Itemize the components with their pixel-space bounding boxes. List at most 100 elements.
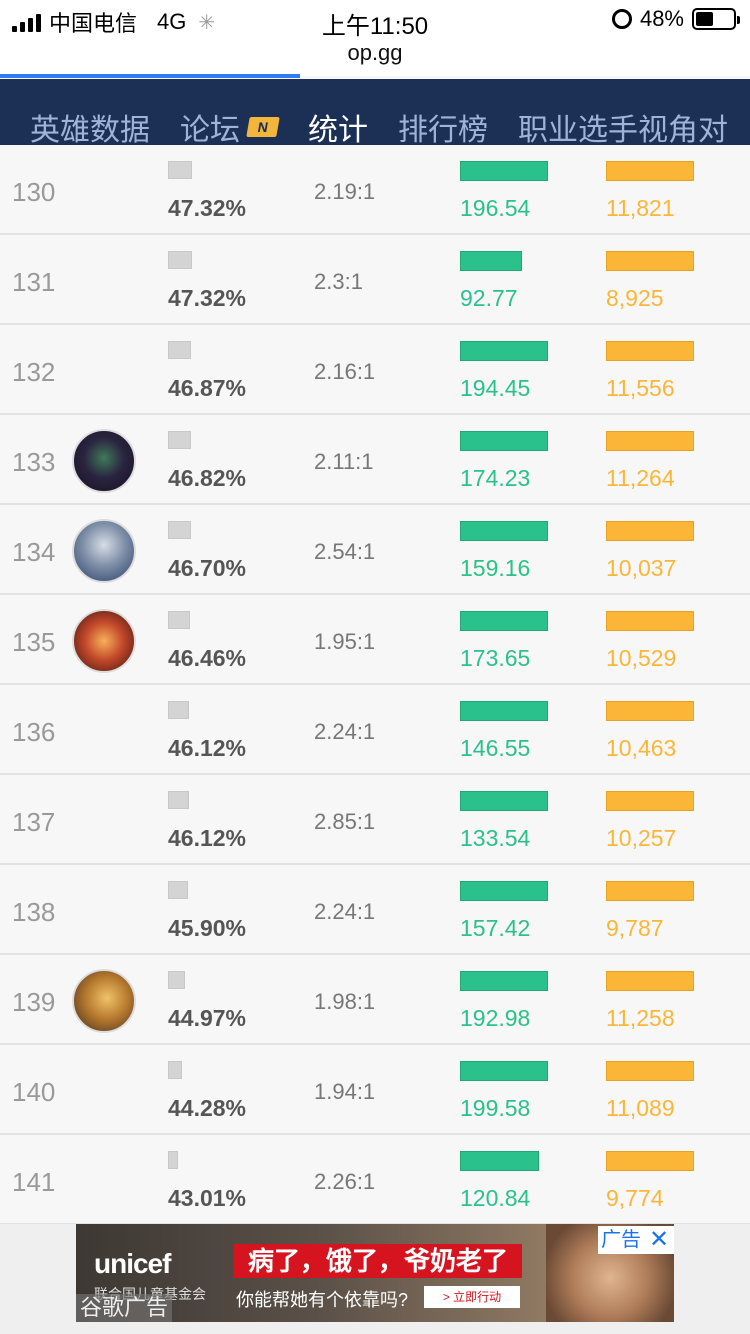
table-row[interactable]: 135 46.46% 1.95:1 173.65 10,529: [0, 595, 750, 685]
orange-stat-value: 10,463: [606, 735, 677, 761]
table-row[interactable]: 132 46.87% 2.16:1 194.45 11,556: [0, 325, 750, 415]
champion-avatar-armor[interactable]: [72, 519, 136, 583]
ad-cta-button[interactable]: > 立即行动: [424, 1286, 520, 1308]
winrate-value: 46.12%: [168, 735, 247, 761]
green-stat-value: 133.54: [460, 825, 531, 851]
table-row[interactable]: 133 46.82% 2.11:1 174.23 11,264: [0, 415, 750, 505]
table-row[interactable]: 138 45.90% 2.24:1 157.42 9,787: [0, 865, 750, 955]
winrate-value: 45.90%: [168, 915, 247, 941]
kda-value: 2.54:1: [314, 539, 376, 564]
battery-percent: 48%: [639, 6, 684, 31]
orange-stat-value: 9,774: [606, 1185, 664, 1211]
ad-brand: unicef: [94, 1248, 171, 1279]
nav-item-4[interactable]: 职业选手视角对: [488, 105, 728, 149]
orange-stat-bar: [606, 341, 694, 361]
ad-close-icon[interactable]: ✕: [644, 1226, 674, 1254]
table-row[interactable]: 137 46.12% 2.85:1 133.54 10,257: [0, 775, 750, 865]
green-stat-value: 196.54: [460, 195, 531, 221]
winrate-bar: [168, 521, 191, 539]
ad-provider-label: 谷歌广告: [76, 1294, 173, 1322]
kda-value: 2.11:1: [314, 449, 374, 474]
green-stat-bar: [460, 1151, 539, 1171]
signal-icon: [12, 12, 41, 32]
winrate-bar: [168, 971, 185, 989]
ad-label[interactable]: 广告: [598, 1226, 644, 1254]
winrate-value: 43.01%: [168, 1185, 247, 1211]
kda-value: 2.85:1: [314, 809, 376, 834]
winrate-value: 46.87%: [168, 375, 247, 401]
green-stat-bar: [460, 701, 548, 721]
rank-number: 138: [12, 897, 56, 927]
kda-value: 2.26:1: [314, 1169, 376, 1194]
battery-icon: [692, 8, 740, 30]
nav-item-1[interactable]: 论坛 N: [150, 105, 280, 149]
rank-number: 135: [12, 627, 56, 657]
orange-stat-bar: [606, 611, 694, 631]
winrate-value: 46.82%: [168, 465, 247, 491]
orange-stat-value: 11,821: [606, 195, 675, 221]
loading-spinner-icon: ✳: [198, 11, 216, 34]
orange-stat-value: 11,264: [606, 465, 675, 491]
champion-avatar-gold[interactable]: [72, 969, 136, 1033]
orange-stat-bar: [606, 791, 694, 811]
winrate-value: 46.12%: [168, 825, 247, 851]
kda-value: 2.24:1: [314, 719, 376, 744]
kda-value: 1.94:1: [314, 1079, 376, 1104]
winrate-value: 44.28%: [168, 1095, 247, 1121]
green-stat-bar: [460, 1061, 548, 1081]
orange-stat-value: 8,925: [606, 285, 664, 311]
orange-stat-bar: [606, 881, 694, 901]
status-left: 中国电信 4G ✳: [12, 6, 215, 38]
orange-stat-value: 11,556: [606, 375, 675, 401]
rank-number: 134: [12, 537, 56, 567]
winrate-bar: [168, 701, 189, 719]
green-stat-value: 194.45: [460, 375, 531, 401]
green-stat-value: 92.77: [460, 285, 518, 311]
nav-item-3[interactable]: 排行榜: [368, 105, 488, 149]
table-row[interactable]: 130 47.32% 2.19:1 196.54 11,821: [0, 145, 750, 235]
table-row[interactable]: 136 46.12% 2.24:1 146.55 10,463: [0, 685, 750, 775]
nav-item-2[interactable]: 统计: [278, 105, 368, 149]
nav-item-label: 职业选手视角对: [518, 114, 728, 147]
orange-stat-bar: [606, 1061, 694, 1081]
orange-stat-bar: [606, 971, 694, 991]
nav-item-label: 论坛: [180, 114, 240, 147]
green-stat-bar: [460, 971, 548, 991]
green-stat-value: 174.23: [460, 465, 531, 491]
green-stat-bar: [460, 881, 548, 901]
winrate-bar: [168, 341, 191, 359]
status-time: 上午11:50: [321, 13, 429, 40]
table-row[interactable]: 141 43.01% 2.26:1 120.84 9,774: [0, 1135, 750, 1225]
rank-number: 140: [12, 1077, 56, 1107]
url-bar[interactable]: op.gg: [0, 40, 750, 76]
winrate-bar: [168, 1061, 182, 1079]
winrate-bar: [168, 251, 192, 269]
orange-stat-value: 9,787: [606, 915, 664, 941]
green-stat-value: 157.42: [460, 915, 531, 941]
winrate-value: 46.70%: [168, 555, 247, 581]
ad-banner[interactable]: unicef 联合国儿童基金会 病了，饿了，爷奶老了 你能帮她有个依靠吗? > …: [76, 1224, 674, 1322]
green-stat-bar: [460, 791, 548, 811]
table-row[interactable]: 131 47.32% 2.3:1 92.77 8,925: [0, 235, 750, 325]
ad-headline: 病了，饿了，爷奶老了: [234, 1244, 522, 1278]
orange-stat-bar: [606, 251, 694, 271]
nav-item-0[interactable]: 英雄数据: [0, 105, 150, 149]
table-row[interactable]: 140 44.28% 1.94:1 199.58 11,089: [0, 1045, 750, 1135]
orange-stat-value: 10,529: [606, 645, 677, 671]
page-load-progress: [0, 74, 300, 78]
orange-stat-bar: [606, 521, 694, 541]
orange-stat-bar: [606, 161, 694, 181]
carrier-name: 中国电信: [49, 11, 138, 36]
rank-number: 136: [12, 717, 56, 747]
kda-value: 1.98:1: [314, 989, 376, 1014]
ad-area: unicef 联合国儿童基金会 病了，饿了，爷奶老了 你能帮她有个依靠吗? > …: [0, 1224, 750, 1334]
ad-subline: 你能帮她有个依靠吗?: [236, 1290, 409, 1310]
table-row[interactable]: 134 46.70% 2.54:1 159.16 10,037: [0, 505, 750, 595]
green-stat-bar: [460, 161, 548, 181]
rank-number: 130: [12, 177, 56, 207]
green-stat-value: 199.58: [460, 1095, 531, 1121]
new-badge-icon: N: [246, 117, 280, 137]
champion-avatar-dark[interactable]: [72, 429, 136, 493]
champion-avatar-fire[interactable]: [72, 609, 136, 673]
table-row[interactable]: 139 44.97% 1.98:1 192.98 11,258: [0, 955, 750, 1045]
